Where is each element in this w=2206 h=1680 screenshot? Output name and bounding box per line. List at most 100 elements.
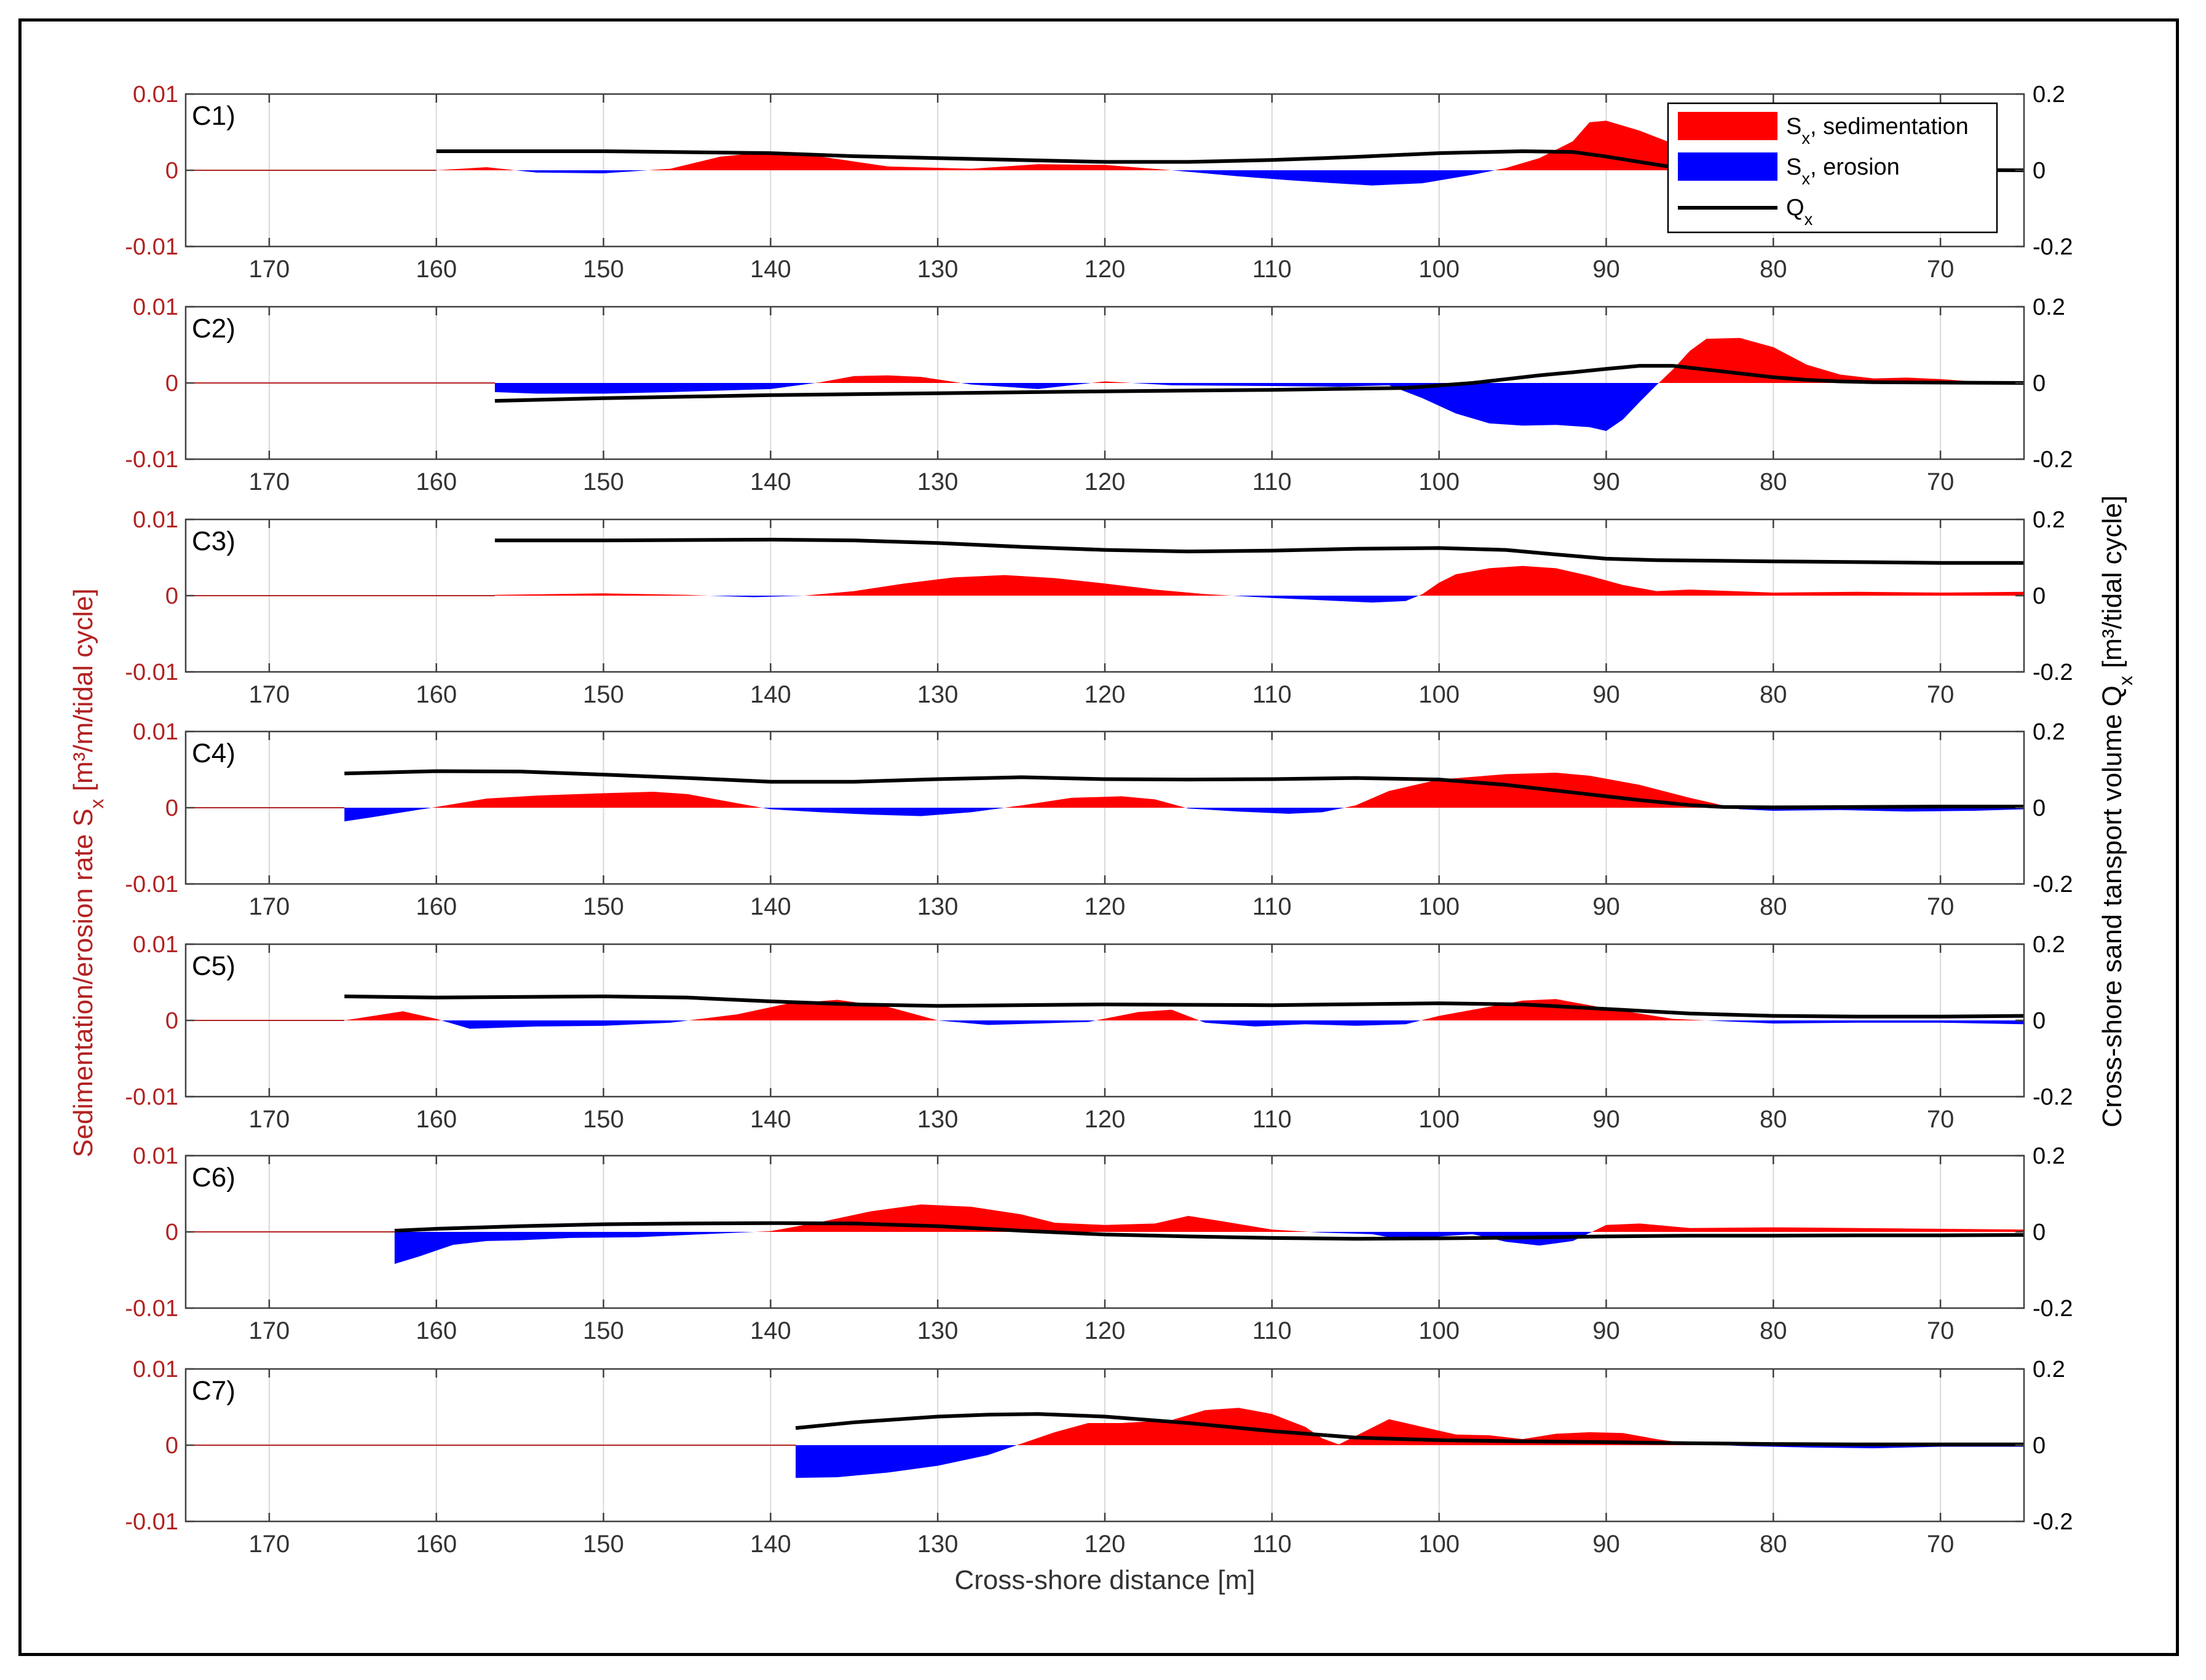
x-tick-label: 130 [917,681,959,708]
legend-swatch [1678,112,1777,140]
y-right-tick-label: 0.2 [2033,507,2065,533]
y-left-tick-label: 0 [165,1433,178,1459]
x-tick-label: 160 [416,468,457,495]
x-tick-label: 130 [917,256,959,283]
y-right-tick-label: 0.2 [2033,932,2065,958]
y-right-tick-label: -0.2 [2033,1296,2073,1322]
sx-sedimentation-area [436,120,2024,170]
qx-line [795,1412,2024,1446]
y-right-tick-label: -0.2 [2033,447,2073,473]
x-tick-label: 80 [1760,256,1787,283]
legend-entry-label: Sx, erosion [1786,154,1900,188]
x-tick-label: 150 [583,893,624,920]
legend-swatch [1678,152,1777,181]
x-tick-label: 150 [583,1106,624,1133]
x-tick-label: 70 [1927,681,1955,708]
sx-erosion-area [436,170,2024,186]
y-left-tick-label: -0.01 [125,660,178,685]
figure-frame [18,18,2179,1656]
y-right-tick-label: 0.2 [2033,719,2065,745]
y-right-tick-label: -0.2 [2033,660,2073,685]
panel-label: C4) [192,738,235,768]
x-tick-label: 100 [1418,681,1460,708]
x-tick-label: 70 [1927,1317,1955,1344]
x-tick-label: 90 [1592,681,1620,708]
qx-line [494,364,2025,403]
panel-label: C3) [192,526,235,556]
y-left-tick-label: -0.01 [125,872,178,897]
legend: Sx, sedimentation Sx, erosion Qx [1667,102,1998,234]
panel-1: 170 160 150 140 130 120 110 100 90 80 70 -0.01 0 0.01… [125,82,2073,283]
y-right-tick-label: 0.2 [2033,1357,2065,1382]
legend-entry-label: Qx [1786,195,1813,229]
panel-4: 170 160 150 140 130 120 110 100 90 80 70 -0.01 0 0.01… [125,719,2073,920]
sx-erosion-area [344,808,2024,822]
x-tick-label: 150 [583,468,624,495]
x-tick-label: 140 [750,256,791,283]
x-tick-label: 70 [1927,468,1955,495]
x-tick-label: 150 [583,1531,624,1558]
x-tick-label: 110 [1252,1317,1292,1344]
x-tick-label: 170 [249,1106,290,1133]
x-tick-label: 110 [1252,893,1292,920]
x-tick-label: 160 [416,1317,457,1344]
y-left-tick-label: 0 [165,795,178,821]
x-tick-label: 120 [1085,893,1126,920]
x-tick-label: 70 [1927,893,1955,920]
x-tick-label: 110 [1252,1531,1292,1558]
x-tick-label: 170 [249,256,290,283]
x-tick-label: 110 [1252,468,1292,495]
x-tick-label: 80 [1760,893,1787,920]
panel-label: C7) [192,1376,235,1406]
x-tick-label: 120 [1085,256,1126,283]
y-left-tick-label: 0 [165,1008,178,1034]
x-tick-label: 120 [1085,1106,1126,1133]
x-tick-label: 90 [1592,1531,1620,1558]
sx-erosion-area [494,596,2024,603]
x-tick-label: 90 [1592,1106,1620,1133]
qx-line [344,769,2024,810]
x-tick-label: 80 [1760,1317,1787,1344]
y-left-tick-label: 0.01 [133,82,178,108]
y-right-tick-label: 0 [2033,583,2046,609]
x-tick-label: 100 [1418,893,1460,920]
x-tick-label: 90 [1592,468,1620,495]
x-tick-label: 100 [1418,468,1460,495]
qx-line [344,994,2025,1019]
x-tick-label: 80 [1760,681,1787,708]
x-tick-label: 140 [750,681,791,708]
y-left-axis-title: Sedimentation/erosion rate Sx [m³/m/tida… [68,588,108,1157]
x-tick-label: 120 [1085,468,1126,495]
y-left-tick-label: 0 [165,158,178,184]
x-tick-label: 170 [249,1531,290,1558]
y-right-tick-label: 0.2 [2033,1143,2065,1169]
x-tick-label: 100 [1418,1317,1460,1344]
x-tick-label: 100 [1418,256,1460,283]
x-tick-label: 70 [1927,1531,1955,1558]
y-left-tick-label: 0.01 [133,294,178,320]
x-tick-label: 160 [416,1531,457,1558]
y-right-tick-label: 0 [2033,158,2046,184]
sx-sedimentation-area [344,773,2024,808]
x-tick-label: 150 [583,681,624,708]
x-tick-label: 170 [249,893,290,920]
sx-sedimentation-area [344,999,2024,1020]
x-tick-label: 160 [416,893,457,920]
x-tick-label: 90 [1592,893,1620,920]
legend-entry-label: Sx, sedimentation [1786,114,1969,148]
y-right-tick-label: 0 [2033,1008,2046,1034]
panel-2: 170 160 150 140 130 120 110 100 90 80 70 -0.01 0 0.01… [125,294,2073,495]
y-right-tick-label: -0.2 [2033,1084,2073,1110]
panel-label: C6) [192,1162,235,1193]
y-right-tick-label: 0.2 [2033,294,2065,320]
x-tick-label: 130 [917,893,959,920]
x-tick-label: 80 [1760,468,1787,495]
x-tick-label: 110 [1252,256,1292,283]
x-tick-label: 80 [1760,1106,1787,1133]
x-tick-label: 130 [917,1106,959,1133]
x-tick-label: 130 [917,468,959,495]
panel-label: C5) [192,951,235,981]
panel-7: 170 160 150 140 130 120 110 100 90 80 70 -0.01 0 0.01… [125,1357,2073,1558]
x-tick-label: 120 [1085,1317,1126,1344]
